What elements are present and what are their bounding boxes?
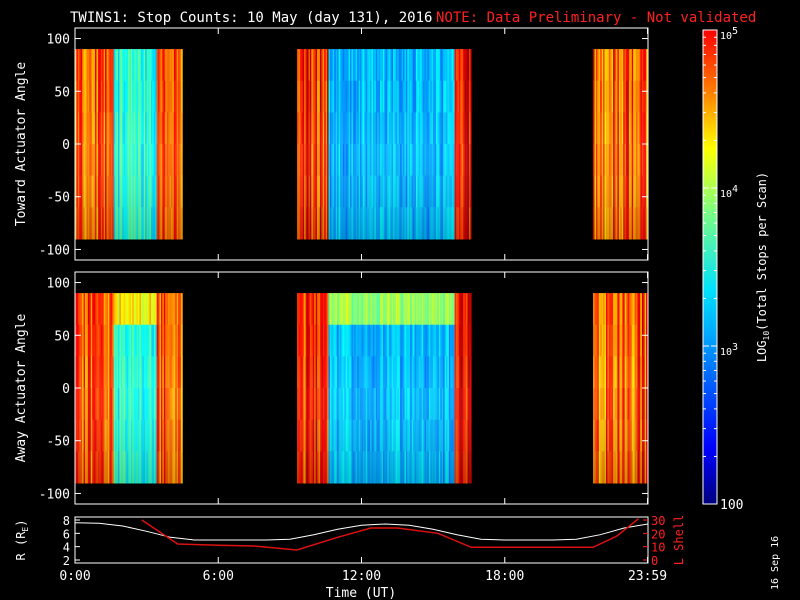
y-tick-label: 50 — [54, 329, 70, 344]
colorbar-tick-label: 105 — [720, 26, 738, 42]
colorbar-tick-label: 103 — [720, 342, 738, 358]
y-tick-label: 100 — [47, 277, 70, 292]
y-tick-label: -50 — [47, 191, 70, 206]
away-heatmap-cells — [75, 293, 649, 484]
segment-shade-1 — [297, 293, 472, 483]
lshell-tick-label: 20 — [651, 527, 665, 541]
segment-shade-2 — [593, 293, 648, 483]
y-tick-label: 100 — [47, 33, 70, 48]
time-tick-label: 12:00 — [342, 569, 381, 584]
colorbar-tick-exponent: 5 — [732, 26, 738, 37]
colorbar-frame — [702, 29, 718, 505]
y-tick-label: 0 — [62, 382, 70, 397]
colorbar-tick-exponent: 4 — [732, 184, 738, 195]
toward-heatmap-panel: 100 50 0 -50 -100 Toward Actuator Angle — [14, 27, 649, 261]
away-heatmap-panel: 100 50 0 -50 -100 Away Actuator Angle — [14, 271, 649, 505]
orbit-ylabel-right: L Shell — [672, 515, 686, 566]
orbit-ylabel-left: R (RE) — [14, 520, 30, 561]
time-axis-label: Time (UT) — [326, 586, 396, 600]
y-tick-label: -100 — [39, 487, 70, 502]
segment-shade-2 — [593, 49, 648, 239]
r-tick-label: 2 — [63, 554, 70, 568]
data-preliminary-note: NOTE: Data Preliminary - Not validated — [436, 10, 756, 26]
away-ylabel: Away Actuator Angle — [14, 313, 29, 462]
colorbar-gradient — [703, 30, 717, 504]
lshell-tick-label: 0 — [651, 554, 658, 568]
away-y-axis: 100 50 0 -50 -100 — [39, 272, 649, 504]
time-tick-label: 18:00 — [485, 569, 524, 584]
y-tick-label: -50 — [47, 435, 70, 450]
segment-shade-1 — [297, 49, 472, 239]
colorbar-tick-exponent: 3 — [732, 342, 738, 353]
lshell-series-line — [141, 518, 639, 551]
segment-shade-0 — [75, 49, 183, 239]
plot-title: TWINS1: Stop Counts: 10 May (day 131), 2… — [70, 10, 432, 26]
y-tick-label: -100 — [39, 243, 70, 258]
toward-ylabel: Toward Actuator Angle — [14, 62, 29, 227]
y-tick-label: 0 — [62, 138, 70, 153]
lshell-tick-label: 10 — [651, 541, 665, 555]
toward-y-axis: 100 50 0 -50 -100 — [39, 28, 649, 260]
colorbar: 105 104 103 100 LOG10(Total Stops per Scan) — [702, 26, 771, 513]
r-tick-label: 8 — [63, 514, 70, 528]
y-tick-label: 50 — [54, 85, 70, 100]
time-tick-label: 23:59 — [628, 569, 667, 584]
time-tick-label: 0:00 — [59, 569, 90, 584]
r-series-line — [75, 522, 648, 541]
colorbar-tick-label: 104 — [720, 184, 738, 200]
toward-heatmap-cells — [75, 49, 649, 240]
colorbar-label: LOG10(Total Stops per Scan) — [755, 172, 771, 362]
r-tick-label: 6 — [63, 527, 70, 541]
lshell-tick-label: 30 — [651, 514, 665, 528]
orbit-lines — [75, 518, 648, 551]
segment-shade-0 — [75, 293, 183, 483]
generation-date-stamp: 16 Sep 16 — [770, 535, 781, 590]
r-tick-label: 4 — [63, 541, 70, 555]
colorbar-tick-label: 100 — [720, 498, 743, 513]
time-tick-label: 6:00 — [203, 569, 234, 584]
